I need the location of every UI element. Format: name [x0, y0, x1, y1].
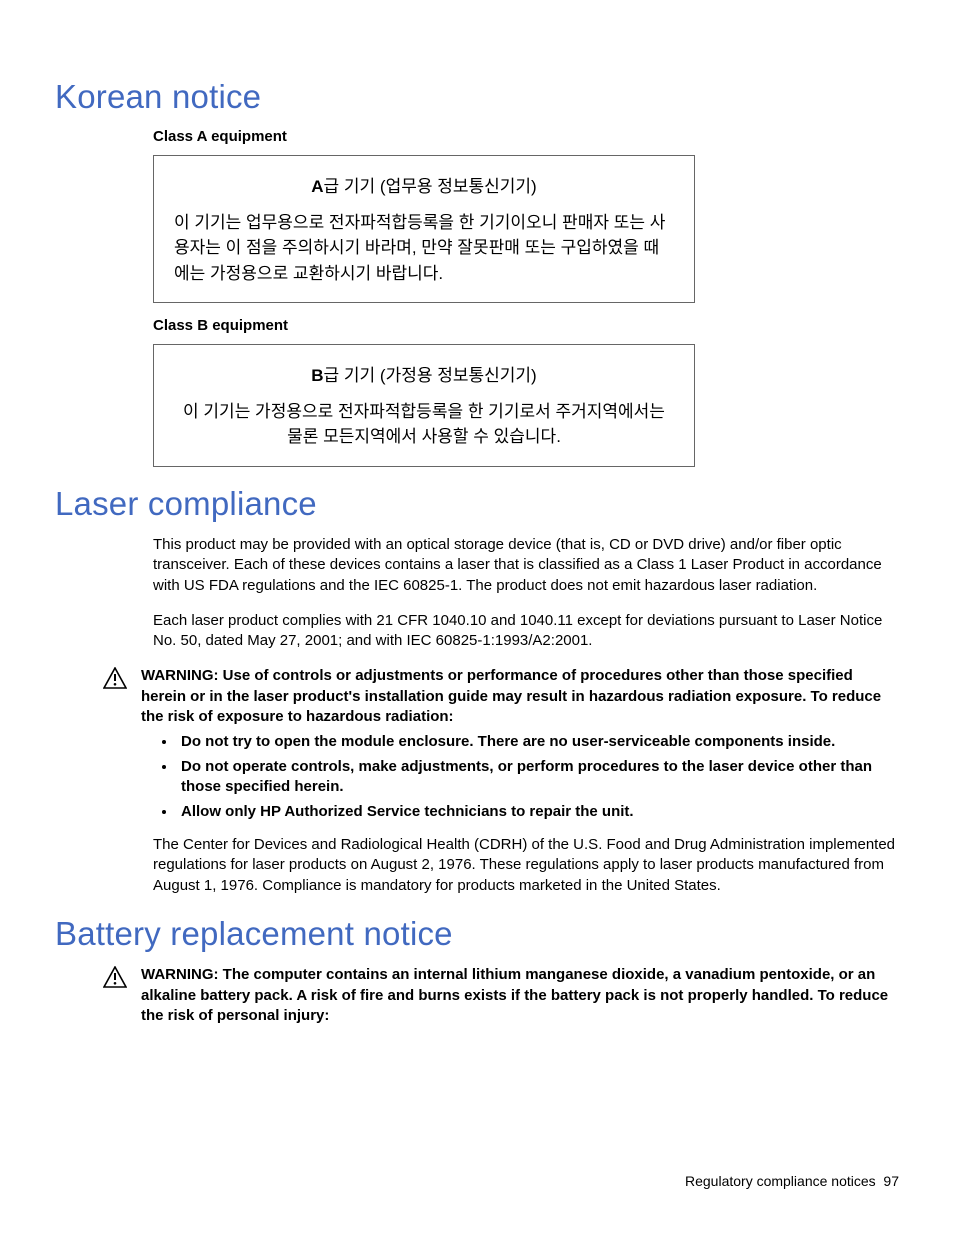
laser-warning-bullets: Do not try to open the module enclosure.…: [177, 732, 899, 823]
heading-battery-replacement: Battery replacement notice: [55, 915, 899, 953]
warning-label: WARNING:: [141, 667, 219, 684]
warning-label: WARNING:: [141, 966, 219, 983]
battery-warning-block: WARNING: The computer contains an intern…: [103, 965, 899, 1027]
laser-paragraph-3: The Center for Devices and Radiological …: [153, 835, 899, 897]
korean-class-b-box: B급 기기 (가정용 정보통신기기) 이 기기는 가정용으로 전자파적합등록을 …: [153, 344, 695, 467]
korean-class-a-title-bold: A: [311, 177, 323, 196]
heading-korean-notice: Korean notice: [55, 78, 899, 116]
subheading-class-b: Class B equipment: [153, 317, 899, 334]
heading-laser-compliance: Laser compliance: [55, 485, 899, 523]
laser-bullet-2: Do not operate controls, make adjustment…: [177, 757, 899, 798]
laser-bullet-3: Allow only HP Authorized Service technic…: [177, 802, 899, 823]
page-footer: Regulatory compliance notices 97: [685, 1173, 899, 1189]
footer-page-number: 97: [883, 1173, 899, 1189]
laser-warning-text: WARNING: Use of controls or adjustments …: [141, 666, 899, 728]
korean-class-b-title-rest: 급 기기 (가정용 정보통신기기): [324, 366, 537, 385]
warning-icon: [103, 666, 141, 728]
warning-icon: [103, 965, 141, 1027]
laser-warning-block: WARNING: Use of controls or adjustments …: [103, 666, 899, 728]
korean-class-a-box: A급 기기 (업무용 정보통신기기) 이 기기는 업무용으로 전자파적합등록을 …: [153, 155, 695, 303]
korean-class-a-title-rest: 급 기기 (업무용 정보통신기기): [324, 177, 537, 196]
laser-bullet-1: Do not try to open the module enclosure.…: [177, 732, 899, 753]
korean-class-a-body: 이 기기는 업무용으로 전자파적합등록을 한 기기이오니 판매자 또는 사용자는…: [174, 210, 674, 287]
korean-class-b-title: B급 기기 (가정용 정보통신기기): [174, 363, 674, 389]
laser-paragraph-2: Each laser product complies with 21 CFR …: [153, 611, 899, 652]
footer-section-title: Regulatory compliance notices: [685, 1173, 876, 1189]
battery-warning-text: WARNING: The computer contains an intern…: [141, 965, 899, 1027]
laser-paragraph-1: This product may be provided with an opt…: [153, 535, 899, 597]
battery-warning-body: The computer contains an internal lithiu…: [141, 966, 888, 1024]
korean-class-a-title: A급 기기 (업무용 정보통신기기): [174, 174, 674, 200]
document-page: Korean notice Class A equipment A급 기기 (업…: [0, 0, 954, 1235]
laser-warning-body: Use of controls or adjustments or perfor…: [141, 667, 881, 725]
korean-class-b-title-bold: B: [311, 366, 323, 385]
korean-class-b-body: 이 기기는 가정용으로 전자파적합등록을 한 기기로서 주거지역에서는 물론 모…: [174, 399, 674, 450]
subheading-class-a: Class A equipment: [153, 128, 899, 145]
